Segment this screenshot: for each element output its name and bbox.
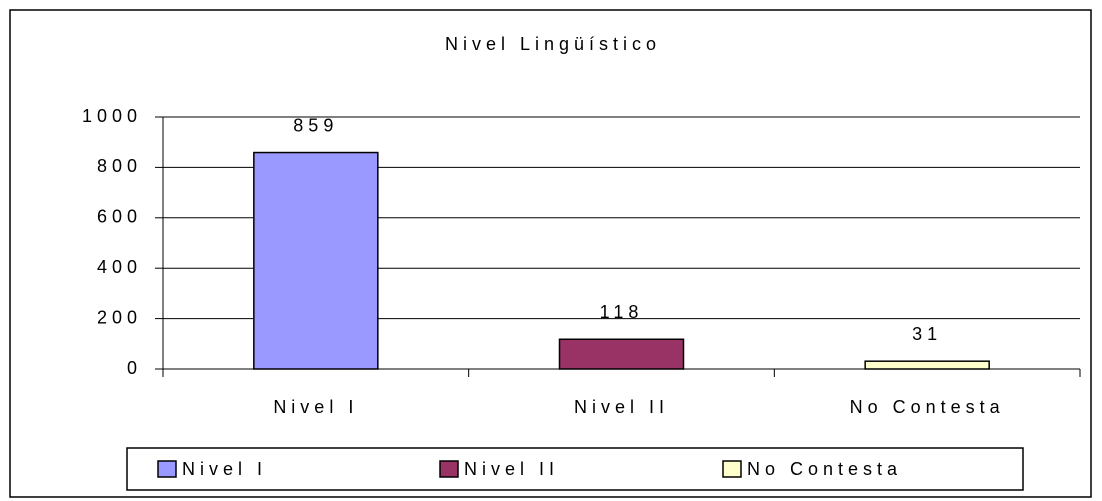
y-tick-label: 0 [127, 358, 142, 378]
y-tick-label: 800 [97, 156, 142, 176]
bar [558, 338, 685, 370]
chart-border [9, 9, 1092, 498]
legend-swatch [439, 460, 459, 478]
data-label: 31 [912, 324, 942, 344]
legend-box [126, 447, 1024, 491]
x-tick-label: No Contesta [850, 397, 1005, 417]
legend-label: No Contesta [747, 459, 902, 479]
legend-label: Nivel I [182, 459, 267, 479]
y-tick-label: 1000 [82, 106, 142, 126]
bar [864, 360, 990, 370]
legend-swatch [722, 460, 742, 478]
chart-title: Nivel Lingüístico [445, 34, 661, 54]
data-label: 118 [600, 302, 644, 322]
x-tick-label: Nivel I [273, 397, 358, 417]
x-tick-label: Nivel II [574, 397, 669, 417]
data-label: 859 [293, 115, 338, 135]
y-tick-label: 200 [97, 307, 142, 327]
legend-swatch [157, 460, 177, 478]
bar [253, 151, 379, 370]
y-tick-label: 600 [97, 207, 142, 227]
legend-label: Nivel II [464, 459, 559, 479]
y-tick-label: 400 [97, 257, 142, 277]
